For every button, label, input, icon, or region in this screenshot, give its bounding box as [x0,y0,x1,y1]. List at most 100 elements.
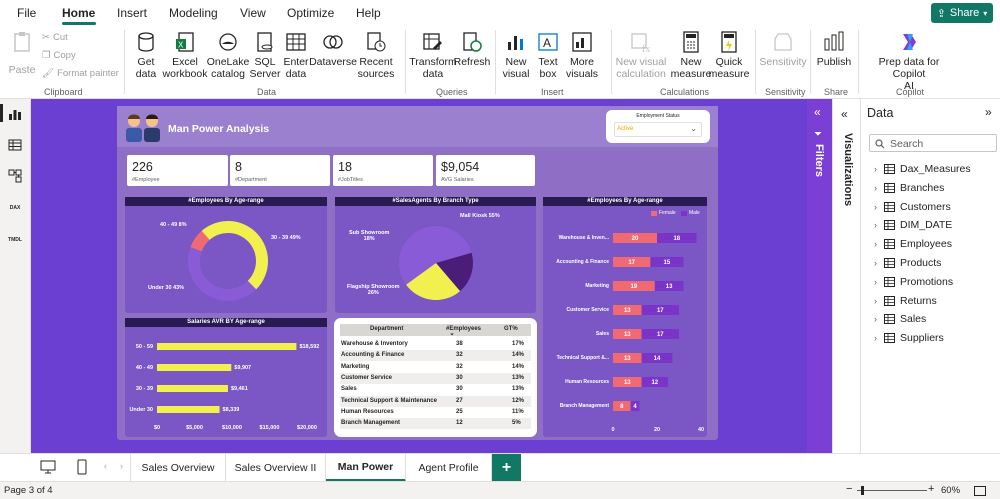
table-row[interactable]: Technical Support & Maintenance 27 12% [340,395,531,407]
bar[interactable] [157,343,297,350]
page-tab[interactable]: Sales Overview [130,454,226,482]
department-table[interactable]: Department #Employees ⏷ GT% Warehouse & … [334,318,537,437]
data-table-item[interactable]: › Customers [874,201,951,213]
menu-insert[interactable]: Insert [117,6,148,20]
excel-workbook-button[interactable]: X Excel workbook [163,30,207,80]
bar-female[interactable] [613,353,642,363]
new-measure-button[interactable]: New measure [671,30,711,80]
gender-bar-panel[interactable]: #Employees By Age-range Female Male Ware… [543,197,707,437]
fit-to-page-icon[interactable] [974,486,986,496]
pie-slice[interactable] [201,221,268,290]
zoom-in-button[interactable]: + [928,483,935,495]
column-header[interactable]: #Employees [446,326,482,332]
cut-button[interactable]: ✂ Cut [42,32,68,43]
get-data-button[interactable]: Get data [130,30,162,80]
onelake-catalog-button[interactable]: OneLake catalog [206,30,250,80]
text-box-button[interactable]: A Text box [534,30,562,80]
table-row[interactable]: Warehouse & Inventory 38 17% [340,339,531,350]
pie-slice[interactable] [190,230,210,252]
dataverse-button[interactable]: Dataverse [309,30,357,68]
pie-slice[interactable] [399,226,472,285]
refresh-button[interactable]: Refresh [454,30,490,68]
zoom-out-button[interactable]: − [846,483,853,495]
bar-male[interactable] [641,353,673,363]
page-tab[interactable]: Sales Overview II [226,454,326,482]
sensitivity-button[interactable]: Sensitivity [759,30,807,68]
bar-male[interactable] [641,377,668,387]
recent-sources-button[interactable]: Recent sources [356,30,396,80]
scroll-left-icon[interactable]: ‹ [104,461,107,471]
bar-female[interactable] [613,329,642,339]
share-button[interactable]: ⇪ Share ▾ [931,3,993,23]
publish-button[interactable]: Publish [815,30,853,68]
pie-chart-panel[interactable]: #SalesAgents By Branch Type Mall Kiosk 5… [335,197,536,313]
table-row[interactable]: Branch Management 12 5% [340,418,531,430]
zoom-slider[interactable] [857,490,927,491]
transform-data-button[interactable]: Transform data [409,30,457,80]
dax-query-view-icon[interactable]: DAX [9,205,21,211]
menu-optimize[interactable]: Optimize [287,6,335,20]
enter-data-button[interactable]: Enter data [282,30,310,80]
data-table-item[interactable]: › Suppliers [874,332,944,344]
table-row[interactable]: Sales 30 13% [340,384,531,395]
column-header[interactable]: GT% [504,326,518,332]
table-row[interactable]: Human Resources 25 11% [340,407,531,418]
page-tab[interactable]: Agent Profile [406,454,492,482]
add-page-button[interactable]: + [492,454,521,482]
bar-female[interactable] [613,377,642,387]
bar-male[interactable] [641,329,679,339]
menu-view[interactable]: View [240,6,266,20]
data-table-item[interactable]: › Dax_Measures [874,163,971,175]
bar-male[interactable] [657,233,697,243]
slicer-dropdown[interactable]: Active ⌄ [614,122,702,137]
quick-measure-button[interactable]: Quick measure [709,30,749,80]
new-visual-calculation-button[interactable]: fx New visual calculation [614,30,668,80]
salary-bar-panel[interactable]: Salaries AVR BY Age-range 50 - 59 $18,592… [125,318,327,437]
kpi-card-avg-salary[interactable]: $9,054 AVG Salaries [436,155,535,186]
table-row[interactable]: Customer Service 30 13% [340,372,531,384]
bar-female[interactable] [613,281,655,291]
bar-female[interactable] [613,401,631,411]
scroll-right-icon[interactable]: › [120,461,123,471]
data-table-item[interactable]: › DIM_DATE [874,219,952,231]
model-view-icon[interactable] [6,167,24,185]
bar-male[interactable] [654,281,684,291]
bar-male[interactable] [630,401,640,411]
bar[interactable] [157,385,228,392]
collapse-chevron-icon[interactable]: « [814,105,821,119]
pie-slice[interactable] [436,252,473,292]
expand-chevron-icon[interactable]: « [841,107,848,121]
employment-status-slicer[interactable]: Employment Status Active ⌄ [606,110,710,143]
kpi-card-employees[interactable]: 226 #Employee [127,155,228,186]
paste-button[interactable]: Paste [8,30,36,76]
table-row[interactable]: Accounting & Finance 32 14% [340,350,531,362]
tmdl-view-icon[interactable]: TMDL [8,237,22,243]
donut-chart-panel[interactable]: #Employees By Age-range 40 - 49 8% 30 - … [125,197,327,313]
data-table-item[interactable]: › Promotions [874,276,953,288]
data-table-item[interactable]: › Employees [874,238,952,250]
new-visual-button[interactable]: New visual [501,30,531,80]
copy-button[interactable]: ❐ Copy [42,50,76,61]
format-painter-button[interactable]: 🖌 Format painter [42,68,119,79]
menu-modeling[interactable]: Modeling [169,6,218,20]
menu-file[interactable]: File [17,6,37,20]
bar-female[interactable] [613,233,657,243]
bar-female[interactable] [613,257,651,267]
data-table-item[interactable]: › Returns [874,295,937,307]
mobile-layout-icon[interactable] [77,459,87,480]
data-table-item[interactable]: › Products [874,257,941,269]
pie-slice[interactable] [188,247,257,301]
prep-data-copilot-button[interactable]: Prep data for Copilot AI [862,30,956,92]
bar-male[interactable] [650,257,684,267]
page-tab-active[interactable]: Man Power [326,454,406,482]
table-view-icon[interactable] [6,136,24,154]
bar-female[interactable] [613,305,642,315]
desktop-layout-icon[interactable] [40,460,56,479]
sql-server-button[interactable]: SQL Server [250,30,280,80]
bar-male[interactable] [641,305,679,315]
search-field[interactable]: Search [869,134,997,152]
zoom-slider-thumb[interactable] [861,486,864,495]
bar[interactable] [157,364,232,371]
pie-slice[interactable] [406,263,461,300]
data-table-item[interactable]: › Sales [874,313,926,325]
